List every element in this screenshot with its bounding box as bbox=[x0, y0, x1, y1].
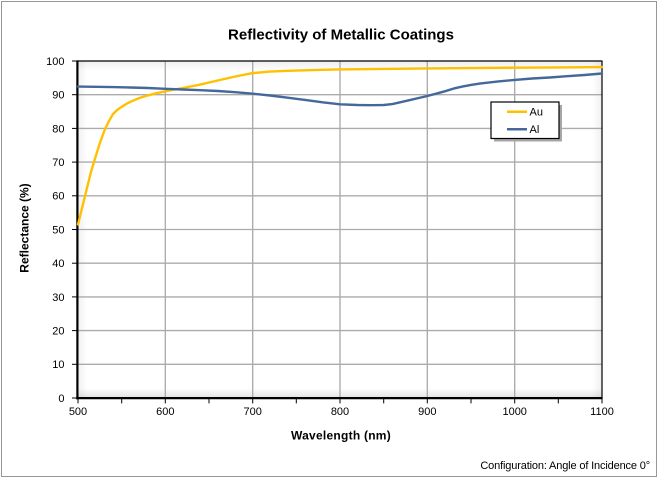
svg-text:900: 900 bbox=[418, 406, 436, 418]
svg-text:70: 70 bbox=[52, 157, 64, 169]
svg-text:30: 30 bbox=[52, 292, 64, 304]
svg-text:Al: Al bbox=[530, 124, 540, 136]
svg-text:1100: 1100 bbox=[590, 406, 614, 418]
svg-text:60: 60 bbox=[52, 191, 64, 203]
svg-text:100: 100 bbox=[46, 56, 64, 68]
svg-text:Reflectance (%): Reflectance (%) bbox=[18, 183, 32, 272]
svg-text:500: 500 bbox=[69, 406, 87, 418]
svg-text:40: 40 bbox=[52, 258, 64, 270]
svg-text:Configuration: Angle of Incide: Configuration: Angle of Incidence 0° bbox=[480, 460, 650, 472]
svg-text:10: 10 bbox=[52, 359, 64, 371]
svg-text:600: 600 bbox=[156, 406, 174, 418]
svg-text:90: 90 bbox=[52, 90, 64, 102]
svg-text:0: 0 bbox=[58, 393, 64, 405]
svg-text:80: 80 bbox=[52, 123, 64, 135]
svg-text:Reflectivity of Metallic Coati: Reflectivity of Metallic Coatings bbox=[228, 27, 454, 44]
svg-text:50: 50 bbox=[52, 224, 64, 236]
svg-text:Wavelength (nm): Wavelength (nm) bbox=[291, 429, 391, 443]
svg-text:800: 800 bbox=[331, 406, 349, 418]
svg-text:1000: 1000 bbox=[502, 406, 526, 418]
svg-text:20: 20 bbox=[52, 326, 64, 338]
svg-text:700: 700 bbox=[244, 406, 262, 418]
svg-text:Au: Au bbox=[530, 107, 543, 119]
